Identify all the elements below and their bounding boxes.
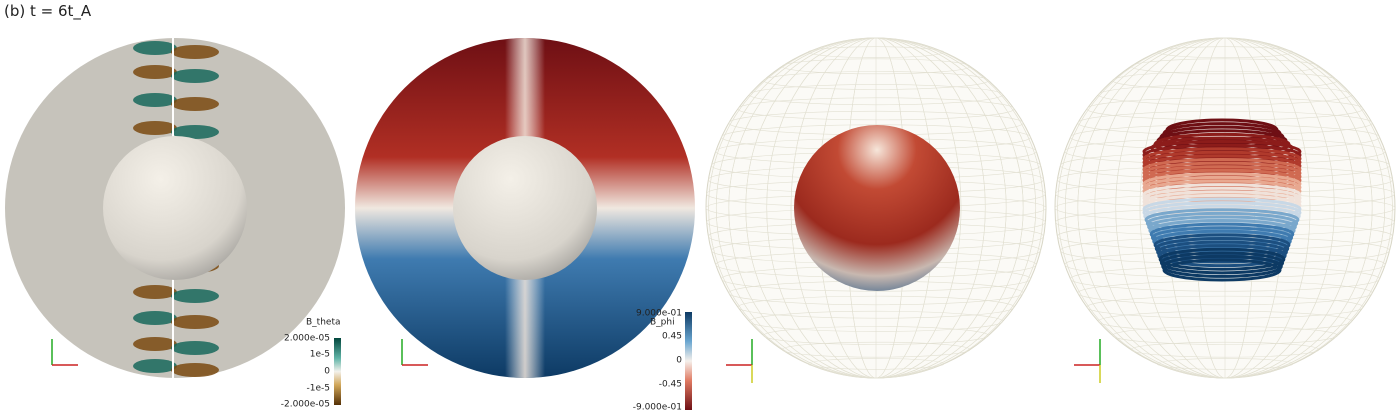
inner-sphere (453, 136, 597, 280)
ring (1159, 251, 1285, 275)
colored-sphere (794, 125, 960, 291)
blob (133, 93, 177, 107)
blob (133, 359, 177, 373)
ring (1142, 140, 1302, 164)
ring (1142, 175, 1302, 199)
ring (1142, 154, 1302, 178)
wire-lat (763, 71, 989, 90)
ring (1149, 222, 1295, 246)
blob (171, 289, 219, 303)
colorbar-tick: -9.000e-01 (633, 403, 682, 413)
wire-lat (781, 341, 971, 358)
ring (1147, 215, 1297, 239)
wire-lat (781, 58, 971, 75)
wire-lat (1130, 58, 1320, 75)
ring (1142, 165, 1302, 189)
ring (1162, 258, 1282, 282)
colorbar-tick: 0.45 (662, 332, 682, 342)
blob (171, 341, 219, 355)
colorbar-tick: -0.45 (659, 380, 682, 390)
colorbar (685, 312, 692, 410)
ring (1161, 254, 1283, 278)
ring (1143, 204, 1301, 228)
colorbar-tick: 1e-5 (310, 350, 330, 360)
colorbar (334, 338, 341, 405)
wire-lat (807, 46, 945, 58)
blob (133, 65, 177, 79)
ring (1142, 201, 1302, 225)
ring (1148, 219, 1296, 243)
ring (1142, 157, 1302, 181)
blob (171, 125, 219, 139)
field-rings (1142, 118, 1302, 282)
colorbar-tick: 2.000e-05 (284, 334, 330, 344)
blob (171, 69, 219, 83)
title: (b) t = 6t_A (4, 2, 92, 21)
ring (1142, 186, 1302, 210)
ring (1142, 168, 1302, 192)
wire-lat (748, 84, 1004, 106)
wire-lat (737, 295, 1015, 319)
inner-sphere (103, 136, 247, 280)
ring (1142, 161, 1302, 185)
ring (1145, 211, 1299, 235)
wire-lat (1086, 295, 1364, 319)
wire-lat (1130, 341, 1320, 358)
ring (1142, 193, 1302, 217)
colorbar-tick: 0 (324, 367, 330, 377)
ring (1150, 226, 1294, 250)
wire-lat (737, 97, 1015, 121)
axis-glyphs (51, 339, 1101, 383)
wire-lat (807, 358, 945, 370)
wire-lat (1112, 326, 1338, 345)
blob (133, 121, 177, 135)
wire-lat (1156, 46, 1294, 58)
colorbar-tick: 9.000e-01 (636, 309, 682, 319)
wire-lat (1156, 358, 1294, 370)
wire-lat (1097, 84, 1353, 106)
wire-lon (1057, 37, 1393, 379)
ring (1142, 143, 1302, 167)
blob (133, 337, 177, 351)
colorbar-tick: -1e-5 (307, 384, 330, 394)
ring (1152, 229, 1292, 253)
wire-lat (763, 326, 989, 345)
ring (1153, 233, 1291, 257)
ring (1142, 147, 1302, 171)
ring (1142, 150, 1302, 174)
ring (1157, 244, 1287, 268)
blob (133, 311, 177, 325)
blob (171, 97, 219, 111)
ring (1142, 179, 1302, 203)
blob (133, 285, 177, 299)
blob (171, 315, 219, 329)
wire-lat (748, 310, 1004, 332)
wire-lat (1097, 310, 1353, 332)
colorbar-label: B_phi (650, 318, 675, 328)
ring (1142, 183, 1302, 207)
wire-lon (708, 37, 1044, 379)
blob (171, 363, 219, 377)
colorbar-label: B_theta (306, 318, 341, 328)
ring (1142, 197, 1302, 221)
ring (1144, 208, 1300, 232)
ring (1154, 236, 1290, 260)
ring (1142, 172, 1302, 196)
ring (1142, 190, 1302, 214)
wire-lat (1112, 71, 1338, 90)
ring (1156, 240, 1288, 264)
ring (1158, 247, 1286, 271)
colorbar-tick: 0 (676, 356, 682, 366)
colorbar-tick: -2.000e-05 (281, 400, 330, 410)
blob (171, 45, 219, 59)
blob (133, 41, 177, 55)
